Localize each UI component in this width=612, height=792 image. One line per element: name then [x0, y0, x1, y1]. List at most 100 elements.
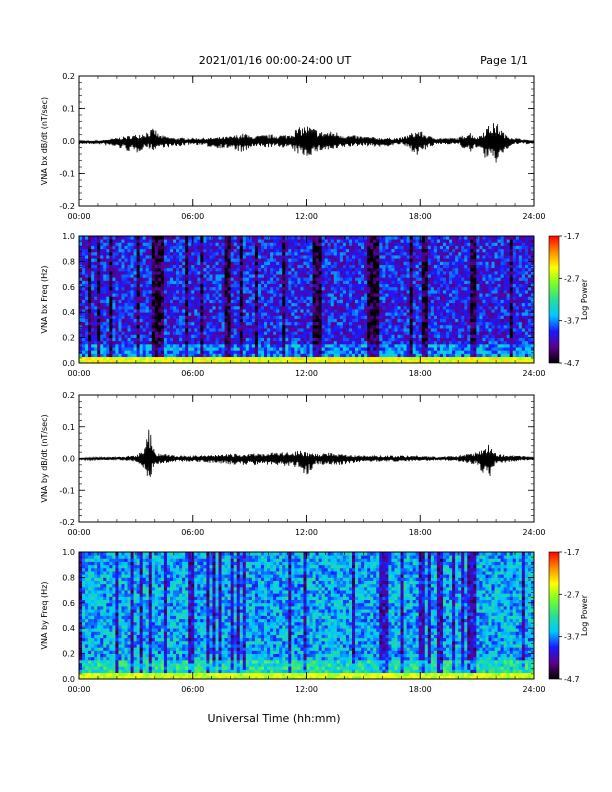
spectrogram-cell: [191, 286, 195, 291]
spectrogram-cell: [212, 347, 216, 351]
spectrogram-cell: [118, 318, 122, 323]
spectrogram-cell: [166, 337, 171, 342]
spectrogram-cell: [345, 299, 350, 304]
spectrogram-cell: [100, 324, 104, 329]
spectrogram-cell: [124, 255, 128, 259]
spectrogram-cell: [130, 312, 134, 316]
spectrogram-cell: [355, 239, 359, 243]
spectrogram-cell: [121, 299, 125, 304]
spectrogram-cell: [421, 261, 426, 265]
spectrogram-cell: [85, 331, 89, 335]
spectrogram-cell: [279, 245, 283, 250]
spectrogram-cell: [112, 274, 116, 278]
spectrogram-cell: [324, 280, 329, 285]
spectrogram-cell: [312, 302, 316, 307]
spectrogram-cell: [303, 318, 307, 323]
spectrogram-cell: [400, 309, 404, 313]
spectrogram-cell: [145, 258, 150, 262]
spectrogram-cell: [79, 261, 83, 265]
spectrogram-cell: [309, 334, 313, 338]
spectrogram-cell: [264, 293, 268, 297]
spectrogram-cell: [136, 248, 141, 253]
spectrogram-cell: [245, 236, 250, 240]
spectrogram-cell: [327, 283, 332, 288]
spectrogram-cell: [179, 305, 183, 310]
spectrogram-cell: [439, 239, 444, 243]
spectrogram-cell: [154, 328, 159, 332]
spectrogram-cell: [412, 350, 417, 354]
spectrogram-cell: [203, 318, 207, 323]
spectrogram-cell: [194, 356, 198, 361]
spectrogram-cell: [151, 242, 156, 246]
spectrogram-cell: [130, 277, 134, 281]
spectrogram-cell: [261, 318, 265, 323]
spectrogram-cell: [273, 286, 277, 291]
spectrogram-cell: [115, 261, 119, 265]
spectrogram-cell: [118, 309, 122, 313]
spectrogram-cell: [191, 340, 195, 345]
spectrogram-cell: [127, 359, 131, 364]
spectrogram-cell: [379, 347, 383, 351]
spectrogram-cell: [324, 242, 329, 246]
spectrogram-cell: [415, 321, 420, 326]
spectrogram-cell: [94, 289, 98, 294]
spectrogram-cell: [333, 293, 338, 297]
spectrogram-cell: [215, 258, 219, 262]
spectrogram-cell: [379, 251, 383, 256]
spectrogram-cell: [212, 261, 216, 265]
spectrogram-cell: [376, 255, 380, 259]
spectrogram-cell: [394, 353, 398, 358]
spectrogram-cell: [88, 286, 92, 291]
spectrogram-cell: [224, 270, 229, 275]
spectrogram-cell: [112, 350, 116, 354]
spectrogram-cell: [239, 293, 244, 297]
spectrogram-cell: [373, 309, 377, 313]
spectrogram-cell: [173, 242, 177, 246]
spectrogram-cell: [115, 356, 119, 361]
spectrogram-cell: [151, 347, 156, 351]
spectrogram-cell: [97, 270, 101, 275]
spectrogram-cell: [367, 255, 371, 259]
spectrogram-cell: [154, 242, 159, 246]
spectrogram-cell: [209, 248, 213, 253]
spectrogram-cell: [166, 334, 171, 338]
spectrogram-cell: [324, 315, 329, 319]
spectrogram-cell: [361, 293, 365, 297]
spectrogram-cell: [297, 239, 301, 243]
spectrogram-cell: [166, 359, 171, 364]
spectrogram-cell: [163, 270, 168, 275]
spectrogram-cell: [82, 334, 86, 338]
spectrogram-cell: [382, 283, 386, 288]
spectrogram-cell: [367, 328, 371, 332]
spectrogram-cell: [103, 334, 107, 338]
spectrogram-cell: [336, 274, 341, 278]
spectrogram-cell: [124, 248, 128, 253]
spectrogram-cell: [91, 245, 95, 250]
spectrogram-cell: [367, 277, 371, 281]
spectrogram-cell: [257, 315, 262, 319]
spectrogram-cell: [148, 289, 153, 294]
spectrogram-cell: [185, 270, 189, 275]
spectrogram-cell: [157, 324, 162, 329]
spectrogram-cell: [200, 245, 204, 250]
spectrogram-cell: [121, 236, 125, 240]
spectrogram-cell: [197, 315, 201, 319]
spectrogram-cell: [209, 312, 213, 316]
spectrogram-cell: [273, 337, 277, 342]
spectrogram-cell: [245, 242, 250, 246]
spectrogram-cell: [176, 261, 180, 265]
spectrogram-cell: [254, 286, 259, 291]
spectrogram-cell: [94, 305, 98, 310]
spectrogram-cell: [270, 328, 274, 332]
spectrogram-cell: [282, 280, 286, 285]
spectrogram-cell: [291, 350, 295, 354]
spectrogram-cell: [79, 283, 83, 288]
spectrogram-cell: [270, 324, 274, 329]
spectrogram-cell: [230, 359, 235, 364]
spectrogram-cell: [236, 315, 241, 319]
spectrogram-cell: [430, 328, 435, 332]
spectrogram-cell: [136, 245, 141, 250]
spectrogram-cell: [97, 289, 101, 294]
spectrogram-cell: [176, 309, 180, 313]
spectrogram-cell: [91, 239, 95, 243]
